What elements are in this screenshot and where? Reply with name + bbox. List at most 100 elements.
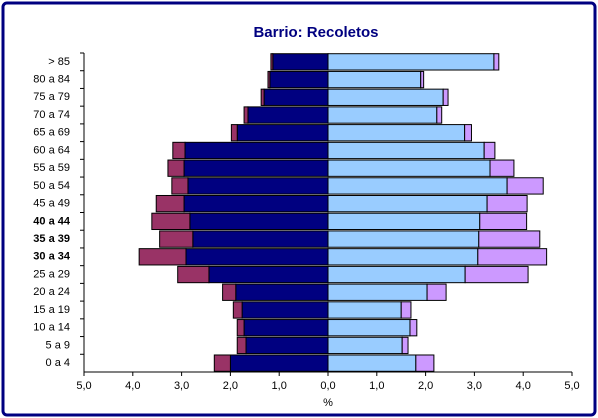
y-tick-label: 15 a 19	[33, 304, 70, 316]
bar	[489, 159, 515, 177]
y-tick-label: 55 a 59	[33, 162, 70, 174]
bar	[477, 248, 548, 266]
bar	[483, 141, 496, 160]
bar	[222, 283, 237, 301]
bar	[243, 319, 329, 337]
bar	[327, 248, 479, 266]
bar	[177, 265, 210, 284]
bar	[183, 194, 329, 213]
x-tick-label: 1,0	[272, 380, 287, 392]
bar	[327, 212, 481, 231]
bar	[327, 141, 485, 160]
y-tick-label: > 85	[48, 56, 70, 68]
x-tick-label: 3,0	[467, 380, 482, 392]
bar	[213, 354, 231, 372]
x-axis-label: %	[323, 397, 333, 409]
bar	[327, 106, 438, 124]
x-tick-label: 2,0	[223, 380, 238, 392]
bar	[138, 248, 187, 266]
bar	[327, 177, 508, 195]
bar	[442, 88, 449, 106]
x-tick-label: 5,0	[564, 380, 579, 392]
y-tick-label: 0 a 4	[46, 357, 70, 369]
bar	[229, 354, 329, 372]
y-tick-label: 20 a 24	[33, 286, 70, 298]
bar	[167, 159, 185, 177]
bar	[235, 283, 329, 301]
bar	[327, 124, 466, 142]
bar	[327, 319, 411, 337]
bar	[436, 106, 443, 124]
y-tick-label: 10 a 14	[33, 322, 70, 334]
bar	[327, 53, 495, 71]
x-tick-label: 5,0	[76, 380, 91, 392]
bar	[263, 88, 329, 106]
bar	[232, 301, 243, 319]
y-tick-label: 70 a 74	[33, 109, 70, 121]
bar	[327, 265, 466, 284]
y-tick-label: 75 a 79	[33, 91, 70, 103]
y-tick-label: 60 a 64	[33, 144, 70, 156]
y-tick-label: 45 a 49	[33, 198, 70, 210]
bar	[327, 194, 488, 213]
y-tick-label: 80 a 84	[33, 73, 70, 85]
y-tick-label: 40 a 44	[33, 215, 71, 227]
bar	[171, 177, 189, 195]
bar	[187, 177, 329, 195]
x-tick-label: 3,0	[174, 380, 189, 392]
y-tick-label: 65 a 69	[33, 127, 70, 139]
bar	[327, 354, 417, 372]
bar	[260, 88, 265, 106]
chart-title: Barrio: Recoletos	[253, 24, 378, 41]
y-tick-label: 35 a 39	[33, 233, 70, 245]
bar	[245, 336, 329, 355]
bar	[172, 141, 186, 160]
bar	[184, 141, 329, 160]
bar	[401, 336, 409, 355]
bar	[272, 53, 329, 71]
bar	[464, 265, 529, 284]
bar	[183, 159, 329, 177]
y-tick-label: 50 a 54	[33, 180, 70, 192]
bar	[420, 70, 425, 89]
bar	[243, 106, 249, 124]
bar	[159, 230, 194, 248]
x-tick-label: 4,0	[125, 380, 140, 392]
bar	[236, 336, 247, 355]
bar	[236, 319, 245, 337]
y-tick-label: 5 a 9	[46, 339, 70, 351]
bar	[327, 88, 444, 106]
bar	[426, 283, 447, 301]
y-tick-label: 25 a 29	[33, 268, 70, 280]
bar	[236, 124, 329, 142]
bar	[267, 70, 271, 89]
bar	[185, 248, 329, 266]
bar	[327, 230, 480, 248]
x-tick-label: 2,0	[418, 380, 433, 392]
x-tick-label: 0,0	[320, 380, 335, 392]
bar	[189, 212, 329, 231]
bar	[400, 301, 412, 319]
bar	[327, 336, 403, 355]
x-tick-label: 1,0	[369, 380, 384, 392]
bar	[327, 70, 422, 89]
bar	[247, 106, 329, 124]
bar	[270, 53, 274, 71]
y-tick-label: 30 a 34	[33, 251, 71, 263]
x-tick-label: 4,0	[516, 380, 531, 392]
bar	[192, 230, 329, 248]
bar	[486, 194, 528, 213]
bar	[415, 354, 435, 372]
bar	[269, 70, 329, 89]
bar	[478, 230, 541, 248]
bar	[479, 212, 528, 231]
bar	[208, 265, 329, 284]
bar	[241, 301, 329, 319]
bar	[230, 124, 238, 142]
bar	[409, 319, 418, 337]
bar	[151, 212, 191, 231]
bar	[327, 283, 428, 301]
bar	[327, 159, 491, 177]
bar	[155, 194, 185, 213]
